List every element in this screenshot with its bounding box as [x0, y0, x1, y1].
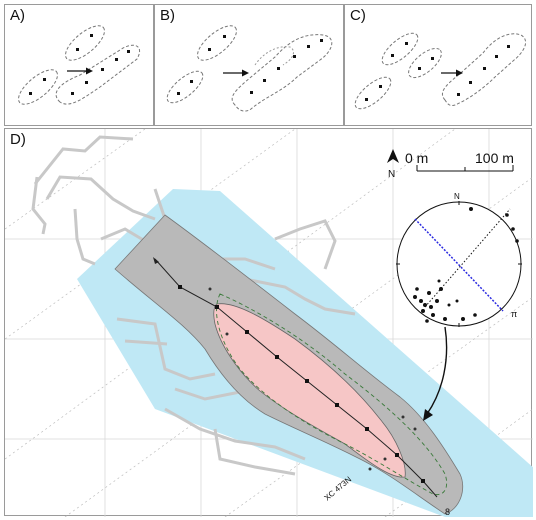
panel-c: C)	[344, 4, 532, 126]
scale-start-label: 0 m	[405, 150, 428, 166]
panel-d-label: D)	[10, 131, 26, 148]
panel-a-sketch	[5, 5, 155, 127]
stereonet-north-label: N	[454, 192, 460, 201]
cross-section-label: 8	[445, 507, 450, 517]
panel-d: XC 473N 8 N 0 m 100 m	[4, 128, 532, 516]
panel-a: A)	[4, 4, 154, 126]
sample-points	[365, 42, 510, 101]
ore-lens-outline	[350, 72, 395, 114]
ore-lens-outline	[404, 43, 446, 83]
panel-d-map: XC 473N 8 N 0 m 100 m	[5, 129, 533, 517]
scale-end-label: 100 m	[475, 150, 514, 166]
panel-c-sketch	[345, 5, 533, 127]
panel-b: B)	[154, 4, 344, 126]
sample-points	[29, 34, 130, 95]
north-arrow-label: N	[388, 169, 395, 180]
stereonet: N π	[396, 192, 522, 327]
pi-label: π	[511, 309, 517, 319]
merged-lens-outline	[56, 45, 140, 104]
ore-lens-outline	[13, 64, 63, 110]
merged-lens-outline	[255, 47, 294, 65]
panel-b-sketch	[155, 5, 345, 127]
ore-lens-outline	[192, 20, 242, 66]
drift-label: XC 473N	[323, 475, 354, 503]
ore-lens-outline	[162, 66, 207, 108]
transformation-arrowhead	[456, 70, 463, 77]
ore-lens-outline	[377, 28, 422, 70]
transformation-arrowhead	[242, 70, 249, 77]
ore-lens-outline	[60, 20, 110, 66]
sample-points	[177, 35, 323, 95]
